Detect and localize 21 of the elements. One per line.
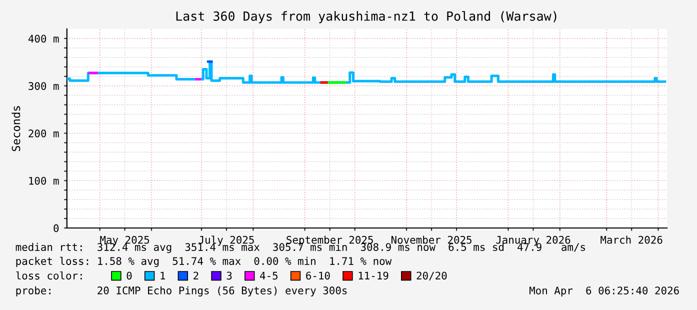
y-tick-label: 400 m xyxy=(28,34,59,43)
legend-label: 3 xyxy=(226,272,232,280)
legend-label: 11-19 xyxy=(358,272,388,280)
y-tick-label: 200 m xyxy=(28,129,59,138)
legend-label: 6-10 xyxy=(306,272,330,280)
text: packet loss: 1.58 % avg 51.74 % max 0.00 % min 1.71 % now xyxy=(16,256,392,268)
text: probe: 20 ICMP Echo Pings (56 Bytes) every 300s xyxy=(16,286,347,296)
y-tick-label: 300 m xyxy=(28,82,59,90)
legend-label: 0 xyxy=(126,272,132,280)
legend-label: 20/20 xyxy=(416,272,447,280)
x-tick-label: March 2026 xyxy=(600,236,662,244)
text: Mon Apr 6 06:25:40 2026 xyxy=(530,286,679,296)
y-tick-label: 100 m xyxy=(29,176,59,185)
x-tick-label: November 2025 xyxy=(391,236,472,244)
y-axis-title: Seconds xyxy=(12,106,20,152)
legend-label: 2 xyxy=(194,272,198,280)
y-tick-label: 0 xyxy=(54,224,59,232)
legend-label: 1 xyxy=(160,272,166,280)
legend-label: 4-5 xyxy=(260,272,278,280)
chart-title: Last 360 Days from yakushima-nz1 to Poland (Warsaw) xyxy=(176,11,556,24)
legend-title: loss color: xyxy=(16,271,82,280)
